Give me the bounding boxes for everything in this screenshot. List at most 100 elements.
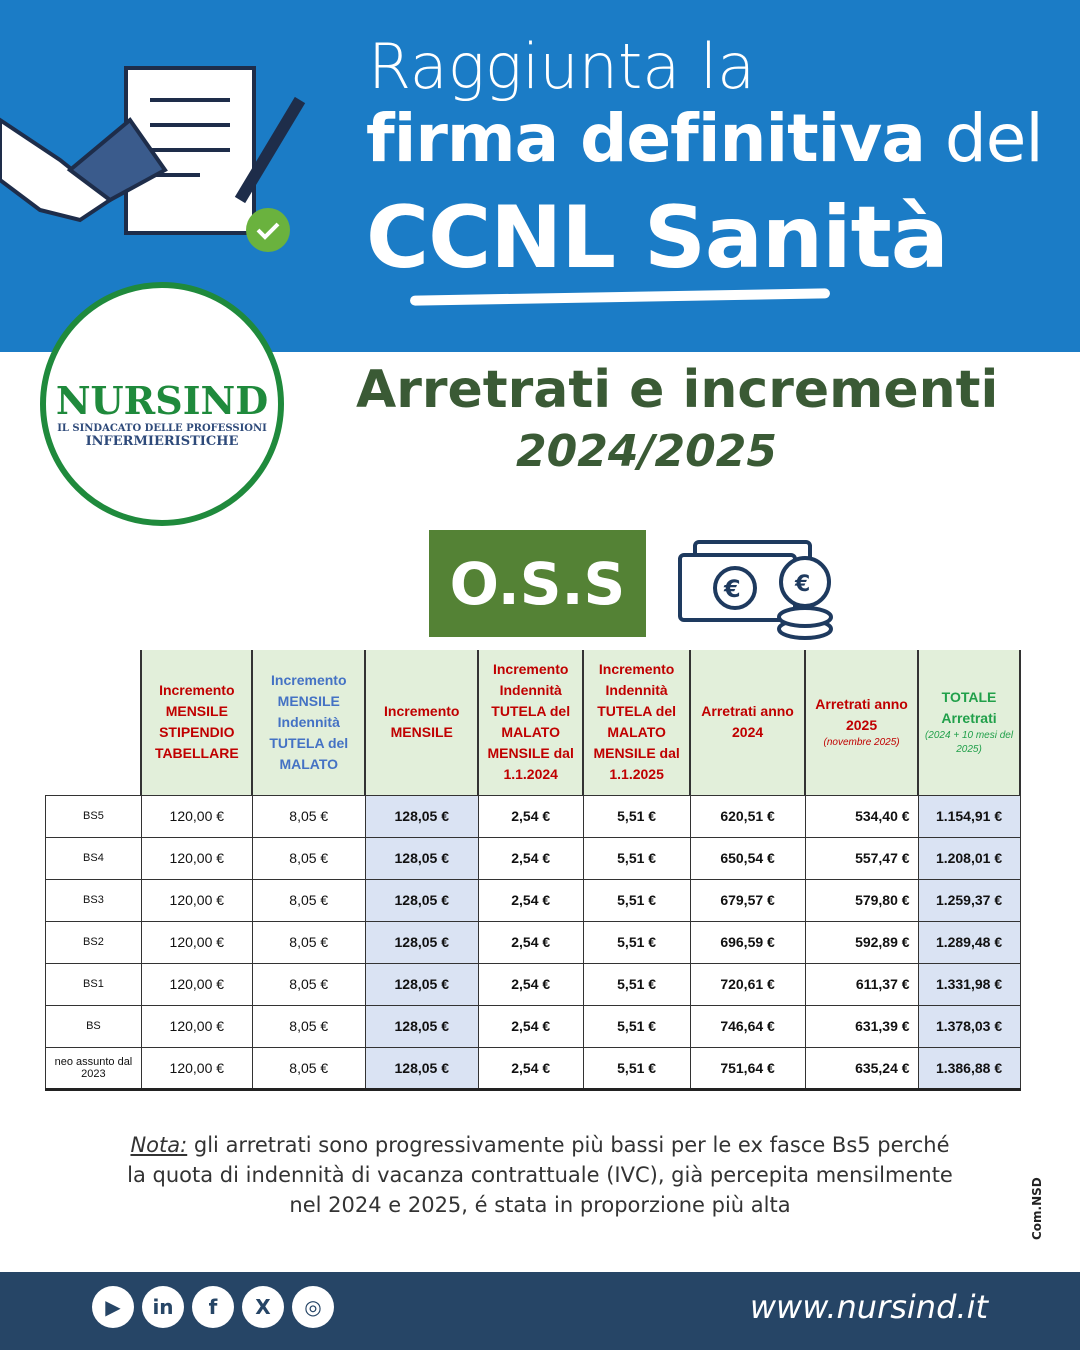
table-cell: 120,00 €: [140, 836, 253, 880]
table-cell: 120,00 €: [140, 1004, 253, 1048]
table-cell: 611,37 €: [804, 962, 919, 1006]
column-header-label: Incremento MENSILE STIPENDIO TABELLARE: [154, 682, 239, 762]
column-header-label: Incremento MENSILE Indennità TUTELA del …: [269, 671, 349, 772]
row-label: BS1: [45, 962, 142, 1006]
note-line1: gli arretrati sono progressivamente più …: [187, 1133, 950, 1157]
table-cell: 128,05 €: [364, 1046, 479, 1091]
table-cell: 2,54 €: [477, 1004, 584, 1048]
table-cell: 1.259,37 €: [917, 878, 1021, 922]
table-cell: 128,05 €: [364, 836, 479, 880]
table-cell: 5,51 €: [582, 794, 691, 838]
table-cell: 5,51 €: [582, 1004, 691, 1048]
social-icons: ▶ in f X ◎: [92, 1286, 334, 1328]
table-row: BS3 120,00 €8,05 €128,05 €2,54 €5,51 €679…: [45, 878, 1021, 922]
logo-tagline: IL SINDACATO DELLE PROFESSIONI: [57, 423, 267, 434]
table-cell: 5,51 €: [582, 920, 691, 964]
x-icon[interactable]: X: [242, 1286, 284, 1328]
table-row: BS4 120,00 €8,05 €128,05 €2,54 €5,51 €650…: [45, 836, 1021, 880]
table-cell: 120,00 €: [140, 878, 253, 922]
nursind-logo: NURSIND IL SINDACATO DELLE PROFESSIONI I…: [40, 282, 284, 526]
title-line3: CCNL Sanità: [366, 188, 949, 288]
table-cell: 2,54 €: [477, 920, 584, 964]
logo-tagline2: INFERMIERISTICHE: [85, 434, 239, 449]
subtitle: Arretrati e incrementi: [356, 360, 999, 420]
table-cell: 8,05 €: [251, 794, 366, 838]
table-cell: 2,54 €: [477, 836, 584, 880]
row-label: BS: [45, 1004, 142, 1048]
side-code: Com.NSD: [1030, 1177, 1044, 1240]
table-cell: 1.331,98 €: [917, 962, 1021, 1006]
table-cell: 720,61 €: [689, 962, 806, 1006]
table-cell: 5,51 €: [582, 878, 691, 922]
table-cell: 746,64 €: [689, 1004, 806, 1048]
column-header: Arretrati anno 2025 (novembre 2025): [804, 650, 920, 795]
table-cell: 8,05 €: [251, 920, 366, 964]
column-header-label: Incremento Indennità TUTELA del MALATO M…: [593, 661, 680, 783]
column-header: Incremento MENSILE: [364, 650, 480, 795]
arrears-table: Incremento MENSILE STIPENDIO TABELLARE In…: [45, 650, 1021, 1091]
column-header: Incremento MENSILE Indennità TUTELA del …: [251, 650, 367, 795]
column-header: Incremento Indennità TUTELA del MALATO M…: [477, 650, 585, 795]
column-header: Arretrati anno 2024: [689, 650, 807, 795]
table-cell: 128,05 €: [364, 794, 479, 838]
table-cell: 620,51 €: [689, 794, 806, 838]
table-cell: 128,05 €: [364, 878, 479, 922]
handshake-contract-icon: [0, 66, 306, 252]
instagram-icon[interactable]: ◎: [292, 1286, 334, 1328]
title-rest: del: [924, 100, 1044, 177]
table-cell: 5,51 €: [582, 1046, 691, 1091]
table-cell: 696,59 €: [689, 920, 806, 964]
table-row: BS5 120,00 €8,05 €128,05 €2,54 €5,51 €620…: [45, 794, 1021, 838]
table-row: neo assunto dal 2023 120,00 €8,05 €128,05…: [45, 1046, 1021, 1091]
facebook-icon[interactable]: f: [192, 1286, 234, 1328]
row-label: BS2: [45, 920, 142, 964]
table-cell: 557,47 €: [804, 836, 919, 880]
table-cell: 631,39 €: [804, 1004, 919, 1048]
note-label: Nota:: [130, 1133, 188, 1157]
website-link[interactable]: www.nursind.it: [749, 1288, 988, 1326]
table-cell: 120,00 €: [140, 962, 253, 1006]
youtube-icon[interactable]: ▶: [92, 1286, 134, 1328]
note-line2: la quota di indennità di vacanza contrat…: [127, 1163, 953, 1187]
note-line3: nel 2024 e 2025, é stata in proporzione …: [289, 1193, 791, 1217]
column-header-note: (novembre 2025): [823, 737, 900, 749]
title-bold: firma definitiva: [366, 100, 926, 177]
row-label: neo assunto dal 2023: [45, 1046, 142, 1091]
table-cell: 5,51 €: [582, 962, 691, 1006]
table-cell: 592,89 €: [804, 920, 919, 964]
svg-text:€: €: [794, 572, 810, 597]
column-header-label: TOTALE Arretrati: [941, 689, 997, 727]
row-label: BS4: [45, 836, 142, 880]
table-cell: 650,54 €: [689, 836, 806, 880]
column-header-note: (2024 + 10 mesi del 2025): [924, 730, 1014, 756]
table-row: BS2 120,00 €8,05 €128,05 €2,54 €5,51 €696…: [45, 920, 1021, 964]
svg-text:€: €: [723, 575, 741, 603]
logo-name: NURSIND: [55, 378, 269, 423]
column-header-label: Incremento Indennità TUTELA del MALATO M…: [487, 661, 574, 783]
table-cell: 2,54 €: [477, 878, 584, 922]
column-header: Incremento Indennità TUTELA del MALATO M…: [582, 650, 692, 795]
table-cell: 2,54 €: [477, 1046, 584, 1091]
linkedin-icon[interactable]: in: [142, 1286, 184, 1328]
table-cell: 128,05 €: [364, 962, 479, 1006]
table-row: BS1 120,00 €8,05 €128,05 €2,54 €5,51 €720…: [45, 962, 1021, 1006]
table-cell: 8,05 €: [251, 962, 366, 1006]
table-cell: 679,57 €: [689, 878, 806, 922]
table-cell: 635,24 €: [804, 1046, 919, 1091]
subtitle-year: 2024/2025: [516, 426, 777, 477]
table-cell: 128,05 €: [364, 920, 479, 964]
column-header-label: Arretrati anno 2025: [815, 696, 908, 734]
row-label: BS3: [45, 878, 142, 922]
table-cell: 2,54 €: [477, 794, 584, 838]
footnote: Nota: gli arretrati sono progressivament…: [0, 1130, 1080, 1220]
table-cell: 8,05 €: [251, 878, 366, 922]
table-cell: 2,54 €: [477, 962, 584, 1006]
table-cell: 579,80 €: [804, 878, 919, 922]
column-header: Incremento MENSILE STIPENDIO TABELLARE: [140, 650, 254, 795]
table-cell: 534,40 €: [804, 794, 919, 838]
table-cell: 1.208,01 €: [917, 836, 1021, 880]
table-cell: 8,05 €: [251, 1046, 366, 1091]
table-cell: 120,00 €: [140, 920, 253, 964]
title-line1: Raggiunta la: [368, 30, 756, 103]
table-cell: 1.154,91 €: [917, 794, 1021, 838]
